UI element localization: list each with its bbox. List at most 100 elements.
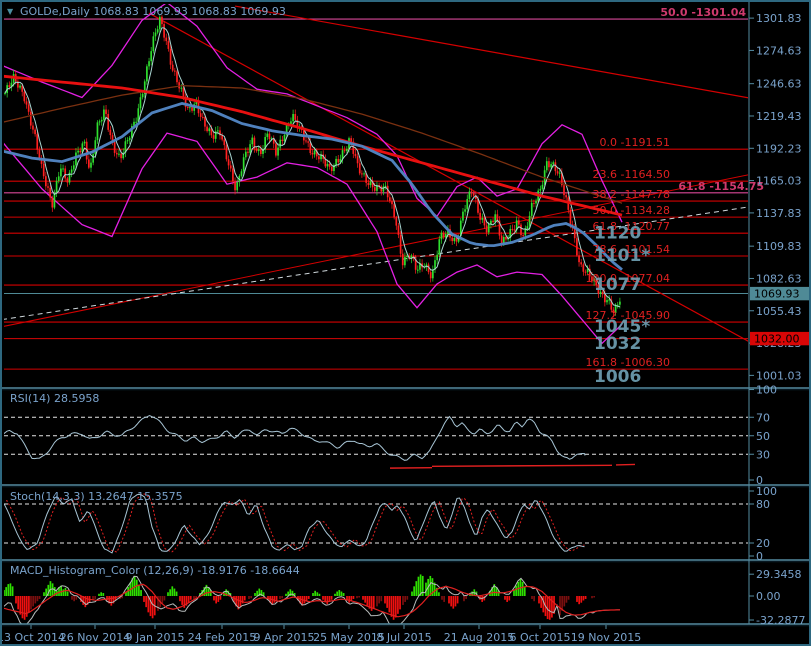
rsi-background[interactable] xyxy=(4,390,748,484)
candle-body xyxy=(167,41,170,49)
macd-histogram-bar xyxy=(307,596,310,599)
candle-body xyxy=(399,234,402,254)
symbol-dropdown-arrow[interactable]: ▼ xyxy=(7,7,14,16)
candle-body xyxy=(389,197,391,202)
stoch-panel[interactable] xyxy=(2,488,748,559)
macd-histogram-bar xyxy=(4,590,5,596)
candle-body xyxy=(163,24,165,38)
macd-histogram-bar xyxy=(368,596,371,609)
candle-body xyxy=(515,220,518,231)
stoch-indicator-label: Stoch(14,3,3) 13.2647 15.3575 xyxy=(10,490,183,503)
candle-body xyxy=(616,304,619,306)
trendline xyxy=(234,5,748,99)
macd-histogram-bar xyxy=(435,587,438,596)
date-tick-label: 26 Nov 2014 xyxy=(60,631,130,644)
macd-histogram-bar xyxy=(133,575,136,596)
macd-histogram-bar xyxy=(108,596,110,604)
macd-histogram-bar xyxy=(390,596,393,617)
macd-histogram-bar xyxy=(9,583,12,596)
current-price-tag-text: 1069.93 xyxy=(754,287,800,300)
candle-body xyxy=(425,264,428,267)
fib-red-label: 100.0 -1077.04 xyxy=(586,272,670,285)
macd-histogram-bar xyxy=(441,596,443,600)
macd-histogram-bar xyxy=(513,590,515,596)
candle-body xyxy=(174,70,176,72)
macd-histogram-bar xyxy=(112,596,115,604)
candle-body xyxy=(361,173,363,175)
rsi-panel[interactable] xyxy=(2,390,748,484)
candle-body xyxy=(601,291,604,295)
stoch-d-line xyxy=(4,493,585,553)
candle-body xyxy=(292,114,294,122)
macd-histogram-bar xyxy=(149,596,152,617)
candle-body xyxy=(401,253,404,266)
candle-body xyxy=(479,212,481,220)
candle-body xyxy=(477,198,479,213)
macd-histogram-bar xyxy=(565,596,568,603)
macd-histogram-bar xyxy=(58,587,60,596)
macd-histogram-bar xyxy=(45,588,47,596)
rsi-indicator-label: RSI(14) 28.5958 xyxy=(10,392,99,405)
macd-histogram-bar xyxy=(15,596,17,604)
macd-histogram-bar xyxy=(301,596,304,606)
ma-fast-teal xyxy=(4,27,620,308)
macd-histogram-bar xyxy=(169,589,171,596)
main-chart-background[interactable] xyxy=(4,4,748,387)
dashed-trendline xyxy=(4,206,748,320)
macd-histogram-bar xyxy=(11,586,14,596)
macd-histogram-bar xyxy=(32,596,34,607)
main-panel-overlay-labels: 50.0 -1301.04 61.8 -1154.75 xyxy=(660,6,764,193)
candle-body xyxy=(485,225,488,233)
macd-histogram-bar xyxy=(293,593,296,596)
macd-histogram-bar xyxy=(336,591,338,596)
candle-body xyxy=(483,217,486,226)
candle-body xyxy=(358,163,361,174)
macd-histogram-bar xyxy=(303,596,306,604)
macd-histogram-bar xyxy=(305,596,308,602)
price-tick: 1082.63 xyxy=(756,272,802,285)
macd-histogram-bar xyxy=(179,596,181,602)
date-tick-label: 21 Aug 2015 xyxy=(444,631,514,644)
fib-red-label: 38.2 -1147.78 xyxy=(593,188,670,201)
macd-histogram-bar xyxy=(203,587,206,596)
macd-histogram-bar xyxy=(193,596,195,599)
candle-body xyxy=(541,184,544,189)
rsi-support-segment xyxy=(431,464,613,467)
macd-histogram-bar xyxy=(384,596,386,604)
macd-histogram-bar xyxy=(372,596,375,609)
macd-panel[interactable] xyxy=(2,562,748,628)
macd-tick: 29.3458 xyxy=(756,568,802,581)
candle-body xyxy=(242,157,245,172)
candle-body xyxy=(171,64,174,71)
candle-body xyxy=(565,195,567,198)
candle-body xyxy=(137,108,140,122)
fib-magenta-label: 61.8 -1154.75 xyxy=(678,180,764,193)
candle-body xyxy=(369,181,372,186)
candle-body xyxy=(111,135,114,143)
candle-body xyxy=(113,142,116,153)
candle-body xyxy=(442,232,445,238)
candle-body xyxy=(502,236,505,243)
candle-body xyxy=(249,144,251,153)
candle-body xyxy=(604,294,606,303)
macd-histogram-bar xyxy=(429,575,432,596)
candle-body xyxy=(384,185,387,187)
candle-body xyxy=(105,109,107,114)
candle-body xyxy=(346,149,348,151)
candle-body xyxy=(42,163,45,177)
candle-body xyxy=(576,238,578,256)
candle-body xyxy=(109,129,112,136)
candle-body xyxy=(227,159,230,166)
bollinger-lower-band xyxy=(4,132,623,345)
macd-histogram-bar xyxy=(471,591,473,596)
candle-body xyxy=(608,299,610,301)
candle-body xyxy=(21,85,24,92)
candle-body xyxy=(599,291,602,294)
macd-histogram-bar xyxy=(235,596,237,607)
candle-body xyxy=(126,140,129,142)
price-axis[interactable]: 1301.83 1274.63 1246.63 1219.43 1192.23 1165.… xyxy=(749,12,805,627)
macd-histogram-bar xyxy=(207,587,210,596)
